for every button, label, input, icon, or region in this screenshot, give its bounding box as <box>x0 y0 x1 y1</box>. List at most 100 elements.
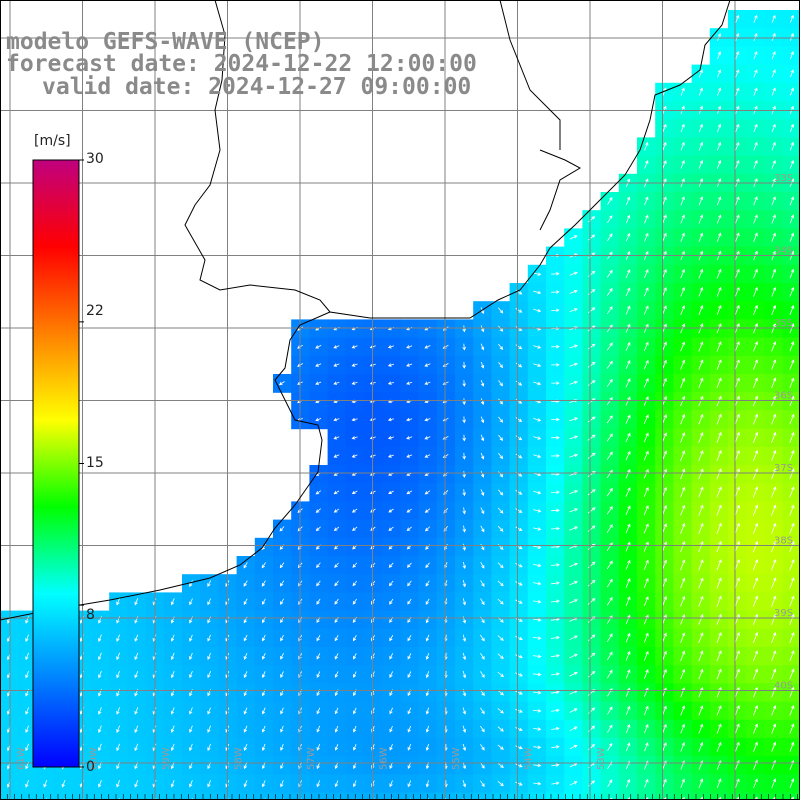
wind-arrow <box>662 123 667 133</box>
wind-cell <box>600 355 620 375</box>
wind-arrow <box>569 562 578 568</box>
wind-cell <box>345 501 365 521</box>
wind-arrow <box>480 452 485 460</box>
wind-cell <box>600 537 620 557</box>
wind-arrow <box>644 232 649 242</box>
wind-cell <box>91 792 110 800</box>
wind-arrow <box>698 214 704 224</box>
wind-arrow <box>532 618 542 622</box>
wind-arrow <box>644 160 649 169</box>
wind-arrow <box>752 431 759 443</box>
wind-arrow <box>716 214 722 224</box>
wind-arrow <box>716 359 722 370</box>
wind-arrow <box>170 707 175 715</box>
wind-arrow <box>734 504 740 516</box>
wind-arrow <box>606 469 613 479</box>
wind-cell <box>364 501 383 521</box>
wind-arrow <box>261 725 266 733</box>
wind-cell <box>582 392 602 411</box>
wind-arrow <box>789 522 795 535</box>
wind-arrow <box>735 51 740 60</box>
wind-arrow <box>625 541 631 552</box>
wind-arrow <box>662 341 667 352</box>
wind-arrow <box>771 778 776 789</box>
wind-arrow <box>351 436 358 440</box>
wind-arrow <box>280 653 284 660</box>
wind-cell <box>291 374 310 393</box>
wind-cell <box>564 756 583 775</box>
colorbar-tick-label-0: 0 <box>86 759 95 775</box>
wind-arrow <box>280 598 285 605</box>
wind-arrow <box>315 417 322 422</box>
wind-arrow <box>406 454 413 458</box>
wind-arrow <box>351 363 358 367</box>
wind-arrow <box>207 598 212 606</box>
wind-cell <box>491 792 511 800</box>
wind-cell <box>345 628 365 648</box>
wind-arrow <box>569 671 578 677</box>
wind-arrow <box>662 160 667 169</box>
wind-arrow <box>116 634 120 642</box>
wind-arrow <box>43 780 48 788</box>
wind-arrow <box>789 32 794 42</box>
wind-arrow <box>735 196 740 206</box>
wind-cell <box>327 792 347 800</box>
wind-arrow <box>480 471 485 478</box>
wind-arrow <box>351 345 358 349</box>
wind-cell <box>309 556 329 575</box>
wind-cell <box>600 701 620 721</box>
wind-arrow <box>424 345 431 349</box>
wind-arrow <box>716 486 722 498</box>
wind-arrow <box>789 778 795 789</box>
wind-cell <box>582 610 602 630</box>
wind-cell <box>254 628 274 648</box>
wind-arrow <box>515 763 523 768</box>
wind-arrow <box>353 725 357 733</box>
wind-cell <box>364 628 383 648</box>
wind-arrow <box>735 778 740 789</box>
wind-arrow <box>425 671 430 679</box>
wind-arrow <box>497 635 504 641</box>
wind-cell <box>600 683 620 703</box>
wind-arrow <box>643 486 649 498</box>
wind-arrow <box>407 725 412 733</box>
wind-arrow <box>316 707 321 715</box>
wind-cell <box>273 610 292 630</box>
wind-cell <box>600 392 620 411</box>
wind-arrow <box>407 780 412 788</box>
wind-cell <box>273 792 292 800</box>
wind-arrow <box>388 454 394 458</box>
wind-arrow <box>771 486 777 498</box>
wind-arrow <box>680 723 685 734</box>
wind-arrow <box>532 672 542 677</box>
wind-arrow <box>333 526 340 532</box>
wind-arrow <box>789 51 794 60</box>
wind-arrow <box>734 286 740 297</box>
wind-arrow <box>243 671 248 679</box>
wind-cell <box>18 792 37 800</box>
wind-arrow <box>643 269 649 279</box>
wind-arrow <box>569 744 578 750</box>
wind-arrow <box>587 507 596 514</box>
wind-arrow <box>480 507 485 515</box>
wind-cell <box>418 465 438 484</box>
wind-arrow <box>625 705 631 716</box>
wind-cell <box>582 792 602 800</box>
wind-arrow <box>680 432 686 443</box>
latitude-label: 34S <box>774 246 793 257</box>
wind-arrow <box>406 417 413 422</box>
latitude-label: 33S <box>774 173 793 184</box>
wind-arrow <box>334 725 339 733</box>
wind-arrow <box>370 598 376 605</box>
wind-arrow <box>771 595 777 607</box>
wind-arrow <box>351 508 358 513</box>
wind-arrow <box>771 14 776 23</box>
wind-arrow <box>752 577 759 589</box>
wind-cell <box>327 628 347 648</box>
wind-arrow <box>771 196 776 206</box>
wind-cell <box>582 719 602 739</box>
wind-arrow <box>551 726 560 731</box>
wind-arrow <box>698 377 704 389</box>
wind-arrow <box>789 468 795 480</box>
wind-cell <box>564 719 583 739</box>
